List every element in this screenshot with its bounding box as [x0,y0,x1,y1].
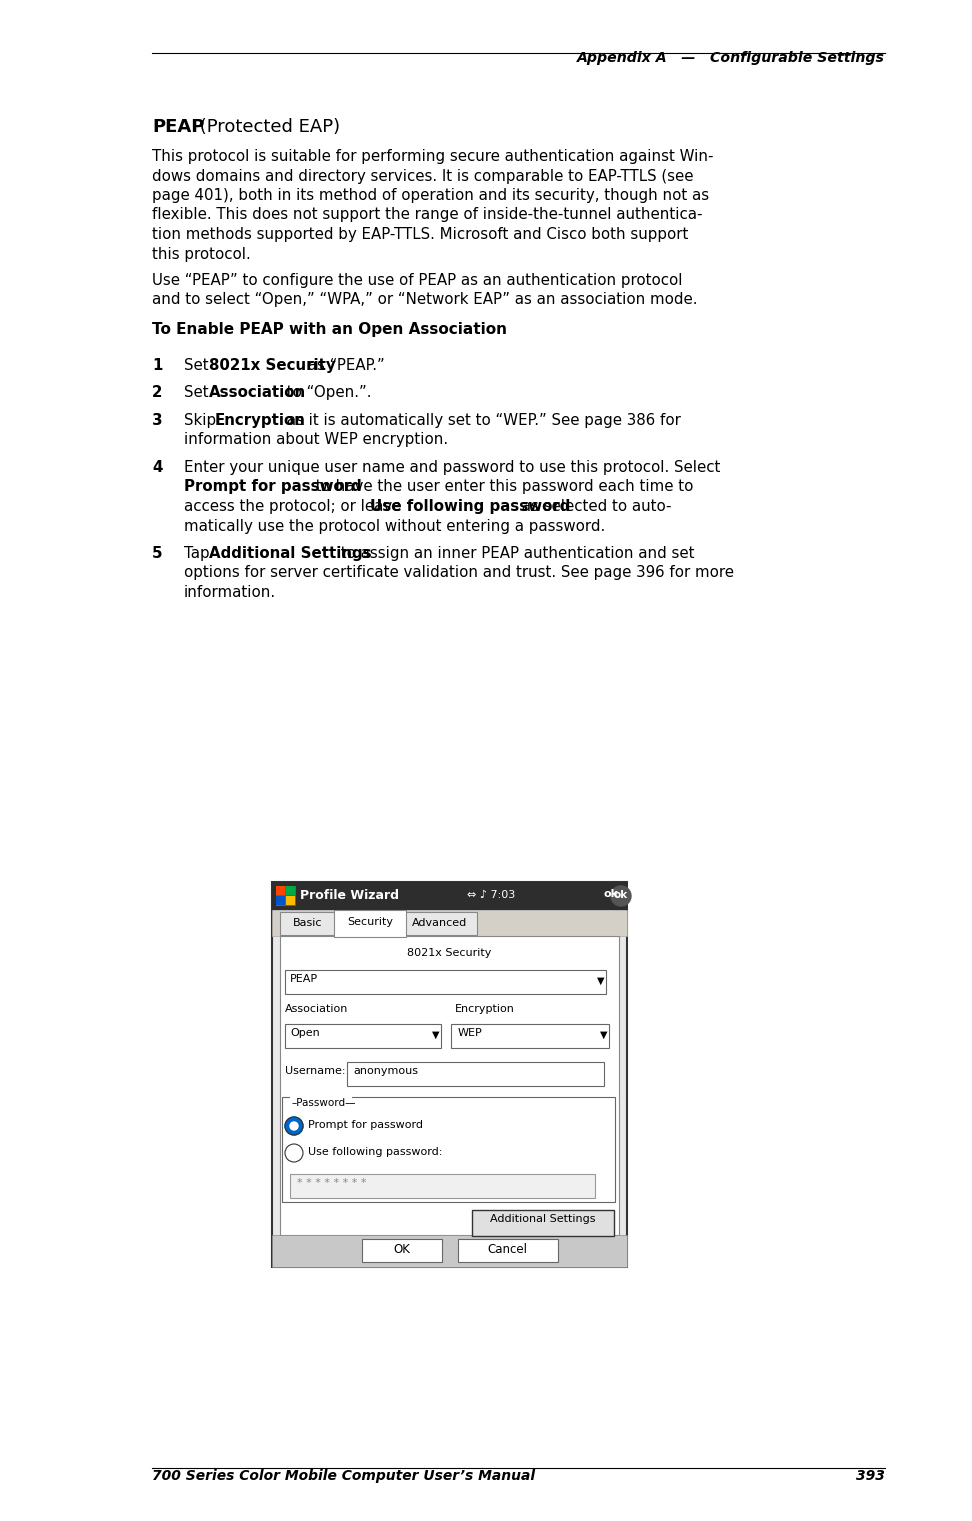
Text: as “PEAP.”: as “PEAP.” [302,357,384,373]
Text: Encryption: Encryption [215,414,306,427]
Text: 3: 3 [152,414,162,427]
Text: this protocol.: this protocol. [152,246,251,262]
Text: * * * * * * * *: * * * * * * * * [297,1177,366,1188]
Text: flexible. This does not support the range of inside-the-tunnel authentica-: flexible. This does not support the rang… [152,207,703,222]
Text: ok: ok [604,888,619,899]
Text: Association: Association [209,385,306,400]
Text: options for server certificate validation and trust. See page 396 for more: options for server certificate validatio… [184,566,734,581]
FancyBboxPatch shape [286,887,295,894]
Text: to “Open.”.: to “Open.”. [283,385,372,400]
FancyBboxPatch shape [334,910,406,937]
Text: Use following password: Use following password [370,499,571,514]
Text: Open: Open [290,1028,320,1037]
Text: ⇔ ♪ 7:03: ⇔ ♪ 7:03 [468,890,515,900]
Text: –Password—: –Password— [291,1098,356,1107]
Text: as it is automatically set to “WEP.” See page 386 for: as it is automatically set to “WEP.” See… [282,414,680,427]
Text: (Protected EAP): (Protected EAP) [194,119,340,135]
FancyBboxPatch shape [285,1024,440,1048]
FancyBboxPatch shape [282,1097,615,1202]
Text: 2: 2 [152,385,162,400]
FancyBboxPatch shape [290,1174,595,1199]
Text: OK: OK [393,1243,410,1256]
FancyBboxPatch shape [290,1092,352,1104]
Circle shape [285,1116,303,1135]
Text: Additional Settings: Additional Settings [490,1214,596,1224]
FancyBboxPatch shape [272,882,627,1267]
Text: 8021x Security: 8021x Security [407,948,492,958]
FancyBboxPatch shape [402,913,477,935]
Text: ▼: ▼ [601,1030,608,1040]
FancyBboxPatch shape [347,1062,604,1086]
Text: This protocol is suitable for performing secure authentication against Win-: This protocol is suitable for performing… [152,149,713,164]
Text: Tap: Tap [184,546,215,561]
Text: matically use the protocol without entering a password.: matically use the protocol without enter… [184,519,606,534]
Text: tion methods supported by EAP-TTLS. Microsoft and Cisco both support: tion methods supported by EAP-TTLS. Micr… [152,227,688,242]
Text: 5: 5 [152,546,162,561]
Text: as selected to auto-: as selected to auto- [517,499,672,514]
FancyBboxPatch shape [272,882,627,910]
Text: Advanced: Advanced [412,919,468,928]
Text: access the protocol; or leave: access the protocol; or leave [184,499,406,514]
Text: PEAP: PEAP [152,119,204,135]
Text: Set: Set [184,357,214,373]
Text: 700 Series Color Mobile Computer User’s Manual: 700 Series Color Mobile Computer User’s … [152,1469,536,1483]
FancyBboxPatch shape [272,1235,627,1267]
Text: to assign an inner PEAP authentication and set: to assign an inner PEAP authentication a… [336,546,695,561]
FancyBboxPatch shape [458,1240,558,1262]
FancyBboxPatch shape [276,887,285,894]
FancyBboxPatch shape [280,935,619,1235]
Text: to have the user enter this password each time to: to have the user enter this password eac… [311,479,694,494]
Text: Prompt for password: Prompt for password [184,479,362,494]
Text: Set: Set [184,385,214,400]
Text: Encryption: Encryption [455,1004,514,1015]
Text: page 401), both in its method of operation and its security, though not as: page 401), both in its method of operati… [152,189,710,202]
FancyBboxPatch shape [472,1211,614,1237]
Text: Additional Settings: Additional Settings [209,546,371,561]
Text: Appendix A   —   Configurable Settings: Appendix A — Configurable Settings [577,52,885,65]
Text: Basic: Basic [294,919,323,928]
Text: Use “PEAP” to configure the use of PEAP as an authentication protocol: Use “PEAP” to configure the use of PEAP … [152,272,682,287]
Text: Security: Security [347,917,393,926]
Text: information about WEP encryption.: information about WEP encryption. [184,432,448,447]
Text: To Enable PEAP with an Open Association: To Enable PEAP with an Open Association [152,322,507,338]
Text: dows domains and directory services. It is comparable to EAP-TTLS (see: dows domains and directory services. It … [152,169,693,184]
Text: 8021x Security: 8021x Security [209,357,335,373]
Text: Use following password:: Use following password: [308,1147,442,1157]
Text: anonymous: anonymous [353,1066,418,1075]
Text: Cancel: Cancel [488,1243,528,1256]
Text: Enter your unique user name and password to use this protocol. Select: Enter your unique user name and password… [184,459,720,475]
Text: 4: 4 [152,459,162,475]
Text: ▼: ▼ [432,1030,439,1040]
Text: Profile Wizard: Profile Wizard [300,890,399,902]
Text: 1: 1 [152,357,162,373]
Text: and to select “Open,” “WPA,” or “Network EAP” as an association mode.: and to select “Open,” “WPA,” or “Network… [152,292,698,307]
FancyBboxPatch shape [276,896,285,905]
FancyBboxPatch shape [452,1024,609,1048]
Circle shape [611,887,631,907]
FancyBboxPatch shape [272,910,627,935]
Text: Skip: Skip [184,414,221,427]
Text: WEP: WEP [458,1028,482,1037]
Circle shape [285,1144,303,1162]
FancyBboxPatch shape [362,1240,441,1262]
Circle shape [290,1122,298,1130]
FancyBboxPatch shape [276,887,296,907]
Text: Prompt for password: Prompt for password [308,1119,423,1130]
FancyBboxPatch shape [285,970,606,995]
Text: 393: 393 [856,1469,885,1483]
FancyBboxPatch shape [280,913,335,935]
Text: Association: Association [285,1004,348,1015]
Text: information.: information. [184,586,276,599]
Text: PEAP: PEAP [290,973,318,984]
Text: Username:: Username: [285,1066,345,1075]
Text: ok: ok [614,890,628,900]
Text: ▼: ▼ [597,976,605,986]
FancyBboxPatch shape [286,896,295,905]
